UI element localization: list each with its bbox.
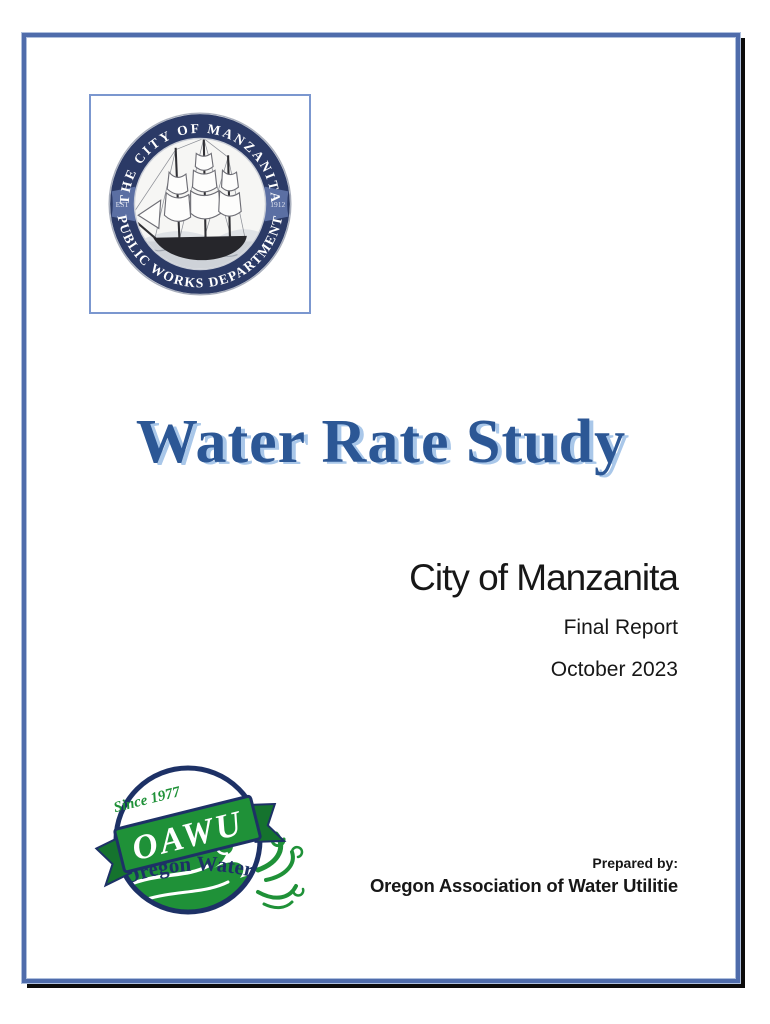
oawu-logo-icon: Oregon Water OAWU Since 1977 [94,765,305,915]
city-name: City of Manzanita [409,557,679,598]
prepared-by-block: Prepared by: Oregon Association of Water… [370,855,678,897]
prepared-by-label: Prepared by: [592,855,678,871]
report-date: October 2023 [550,657,678,681]
seal-year-text: 1912 [270,200,285,209]
seal-est-text: EST [116,200,130,209]
seal-band-left-segment [111,186,138,222]
report-info-block: City of Manzanita Final Report October 2… [409,557,679,682]
document-title: Water Rate Study [135,408,627,476]
seal-band-right-segment [262,186,289,222]
city-seal-box: THE CITY OF MANZANITA PUBLIC WORKS DEPAR… [89,94,311,314]
report-type: Final Report [563,615,678,639]
city-of-manzanita-seal-icon: THE CITY OF MANZANITA PUBLIC WORKS DEPAR… [108,112,292,296]
oawu-logo: Oregon Water OAWU Since 1977 [88,752,318,932]
page-border-frame: THE CITY OF MANZANITA PUBLIC WORKS DEPAR… [21,32,741,984]
flourish-icon [255,831,305,910]
prepared-by-org: Oregon Association of Water Utilitie [369,875,678,896]
